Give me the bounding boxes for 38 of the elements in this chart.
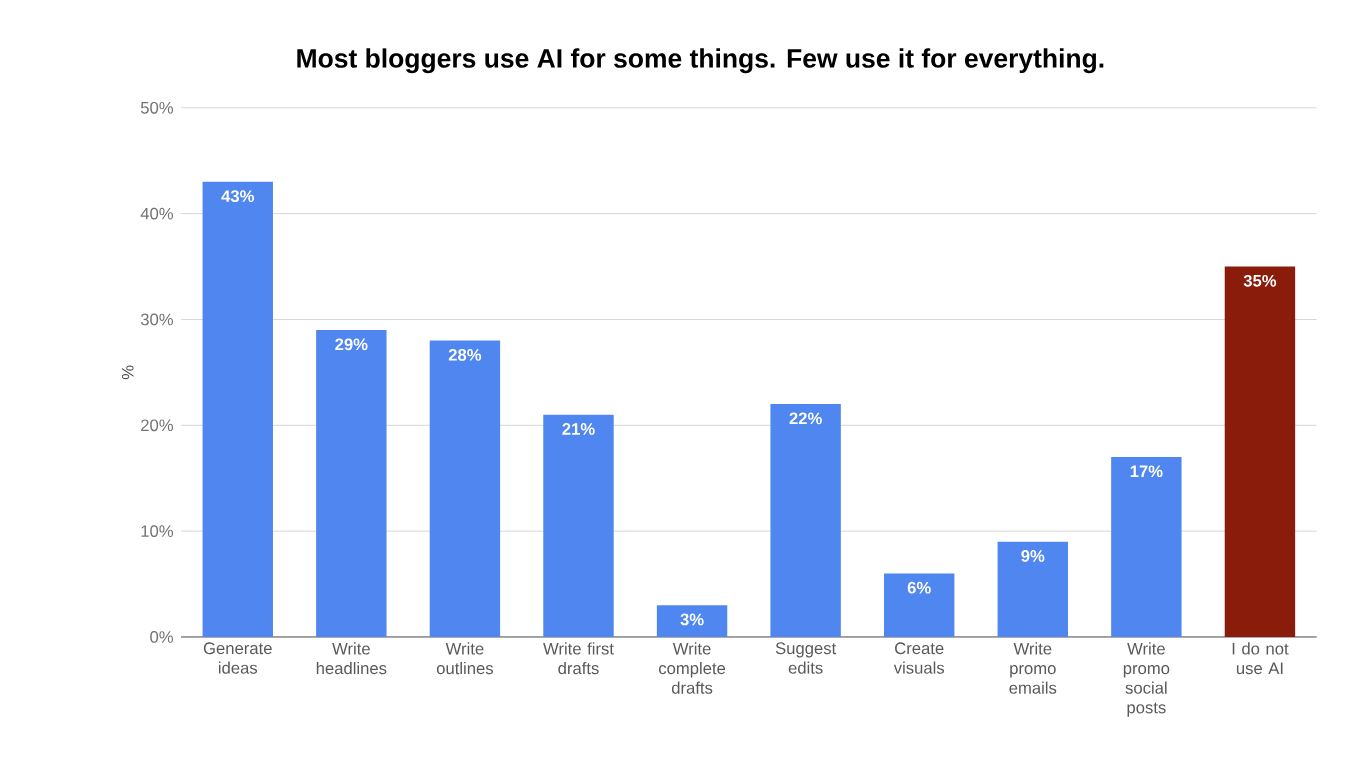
x-tick-label: Generate ideas (203, 642, 272, 674)
x-tick-label: I do not use AI (1232, 642, 1289, 675)
data-label: 17% (1130, 465, 1163, 478)
x-tick-label: Create visuals (893, 642, 945, 674)
y-tick-label: 20% (141, 419, 174, 432)
bar (997, 541, 1068, 637)
bar (202, 181, 273, 637)
x-tick-label: Write complete drafts (658, 642, 726, 694)
data-label: 21% (562, 422, 595, 435)
y-tick-label: 0% (150, 630, 174, 643)
data-label: 28% (448, 348, 482, 361)
y-axis-title: % (121, 365, 134, 380)
bar (1224, 266, 1296, 637)
data-label: 3% (680, 613, 704, 626)
data-label: 43% (221, 190, 254, 202)
bar (884, 573, 955, 637)
bar (656, 605, 728, 637)
x-tick-label: Write first drafts (543, 642, 614, 675)
x-tick-label: Write outlines (436, 642, 494, 675)
data-label: 6% (907, 581, 931, 594)
bar (316, 329, 387, 637)
bar (770, 404, 841, 637)
y-tick-label: 30% (140, 313, 174, 326)
y-tick-label: 10% (141, 525, 174, 537)
y-tick-label: 40% (140, 207, 174, 220)
x-tick-label: Write promo emails (1009, 642, 1057, 694)
x-tick-label: Write headlines (316, 642, 387, 675)
data-label: 29% (335, 338, 368, 351)
chart-title: Most bloggers use AI for some things. Few use it for everything. (297, 48, 1104, 74)
bar (429, 340, 501, 637)
bar (1111, 456, 1182, 637)
x-tick-label: Write promo social posts (1123, 642, 1170, 717)
y-tick-label: 50% (140, 101, 174, 114)
bar (543, 414, 614, 637)
data-label: 35% (1243, 274, 1277, 287)
data-label: 9% (1021, 549, 1045, 562)
data-label: 22% (789, 412, 822, 425)
x-tick-label: Suggest edits (775, 642, 837, 674)
